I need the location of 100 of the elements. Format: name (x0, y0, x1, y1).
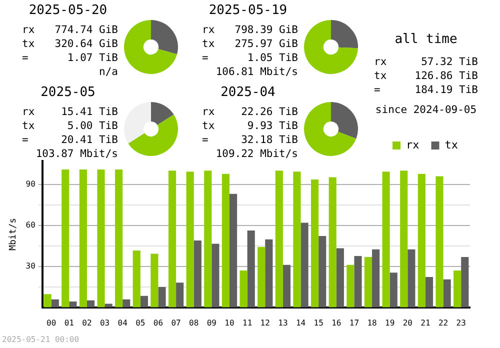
x-tick-label: 10 (224, 318, 234, 328)
text: rx 798.39 GiB (202, 24, 298, 36)
bar (443, 279, 451, 308)
bar (104, 304, 112, 308)
x-tick-label: 22 (438, 318, 448, 328)
bar (364, 257, 372, 308)
bar (79, 169, 87, 308)
bar (293, 172, 301, 308)
bar (382, 172, 390, 308)
bar (282, 264, 291, 308)
bar (454, 270, 462, 308)
text: tx 9.93 TiB (202, 120, 298, 132)
text: rx 22.26 TiB (202, 106, 298, 118)
bar (318, 236, 326, 308)
bar (132, 250, 140, 308)
x-tick-label: 20 (402, 318, 413, 328)
bar (97, 169, 105, 308)
bar (115, 169, 123, 308)
y-tick-label: 30 (26, 261, 36, 270)
x-tick-label: 12 (260, 318, 270, 328)
x-tick-label: 09 (206, 318, 217, 328)
x-tick-label: 02 (82, 318, 92, 328)
bar (328, 177, 336, 308)
x-tick-label: 17 (349, 318, 360, 328)
legend-label: tx (444, 138, 458, 152)
bar (194, 240, 202, 308)
text: 2025-05-21 00:00 (2, 335, 80, 344)
text: rx 57.32 TiB (374, 56, 478, 68)
chart-title: 2025-05-20 (28, 3, 108, 18)
x-tick-label: 03 (100, 318, 110, 328)
bar (400, 170, 408, 308)
text: rx 774.74 GiB (22, 24, 118, 36)
bar (176, 282, 184, 308)
bar (418, 174, 426, 308)
text: rx 15.41 TiB (22, 106, 118, 118)
bar (44, 294, 52, 308)
bar (69, 302, 77, 308)
bar (354, 256, 362, 308)
bar (436, 176, 444, 308)
bar (86, 300, 95, 308)
bar (461, 257, 469, 308)
x-tick-label: 08 (189, 318, 199, 328)
bar (229, 194, 238, 308)
y-tick-label: 90 (26, 179, 36, 188)
bar (258, 247, 266, 308)
bar (300, 222, 308, 308)
bar (247, 230, 255, 308)
legend-label: rx (406, 138, 420, 152)
x-tick-label: 07 (171, 318, 182, 328)
text: tx 126.86 TiB (374, 70, 478, 82)
bar (62, 169, 70, 308)
bar (265, 239, 273, 308)
text: = 32.18 TiB (202, 134, 298, 146)
x-tick-label: 16 (332, 318, 342, 328)
text: all time (394, 32, 458, 47)
x-tick-label: 21 (420, 318, 430, 328)
text: = 184.19 TiB (374, 84, 478, 96)
text: since 2024-09-05 (375, 104, 477, 116)
text: 109.22 Mbit/s (216, 148, 298, 160)
text: tx 5.00 TiB (22, 120, 118, 132)
bar (311, 179, 319, 308)
text: = 20.41 TiB (22, 134, 118, 146)
x-tick-label: 19 (385, 318, 395, 328)
text: n/a (99, 66, 118, 78)
bar (122, 299, 130, 308)
x-tick-label: 05 (136, 318, 146, 328)
bar (425, 277, 434, 308)
text: tx 275.97 GiB (202, 38, 298, 50)
text: tx 320.64 GiB (22, 38, 118, 50)
bar (336, 248, 344, 308)
bar (390, 272, 398, 308)
chart-title: 2025-05-19 (208, 3, 288, 18)
text: = 1.05 TiB (202, 52, 298, 64)
x-tick-label: 11 (242, 318, 252, 328)
bar (140, 296, 148, 308)
text: 106.81 Mbit/s (216, 66, 298, 78)
x-tick-label: 15 (314, 318, 324, 328)
bar (275, 170, 283, 308)
x-tick-label: 14 (296, 318, 306, 328)
bar (212, 244, 220, 308)
text: 103.87 Mbit/s (36, 148, 118, 160)
x-tick-label: 00 (46, 318, 56, 328)
bar (346, 264, 354, 308)
bar (158, 287, 166, 308)
x-tick-label: 23 (456, 318, 466, 328)
bar (186, 172, 194, 308)
text: = 1.07 TiB (22, 52, 118, 64)
bar (408, 249, 416, 308)
y-tick-label: 60 (26, 220, 36, 230)
x-tick-label: 13 (278, 318, 288, 328)
x-tick-label: 06 (153, 318, 164, 328)
bar (240, 270, 248, 308)
x-tick-label: 18 (367, 318, 378, 328)
bar (372, 249, 380, 308)
bar (51, 299, 59, 308)
bar (204, 170, 212, 308)
x-tick-label: 01 (64, 318, 74, 328)
y-axis-title: Mbit/s (8, 218, 19, 250)
bar (168, 170, 176, 308)
chart-title: 2025-05 (40, 85, 96, 100)
